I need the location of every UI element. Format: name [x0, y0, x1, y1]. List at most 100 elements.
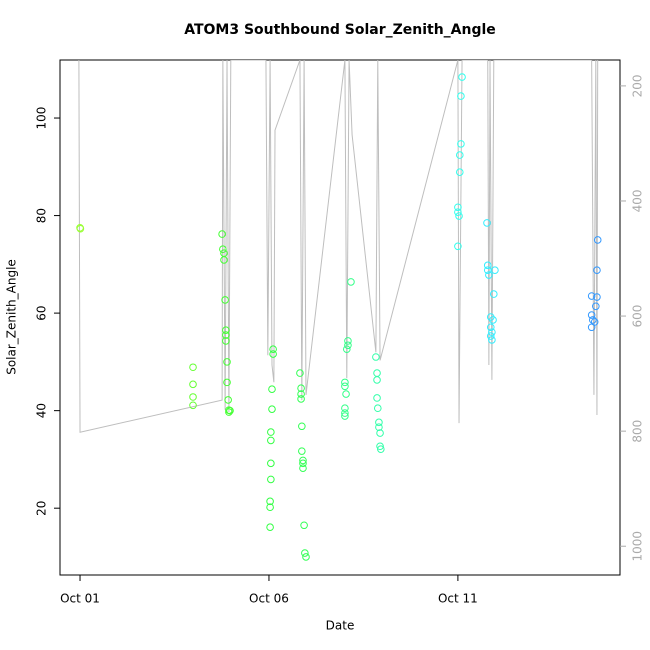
- x-tick-label: Oct 06: [249, 592, 289, 606]
- point: [454, 242, 462, 251]
- point: [455, 212, 463, 220]
- point: [587, 292, 596, 300]
- point: [375, 418, 383, 427]
- point: [222, 326, 230, 334]
- point: [489, 316, 497, 324]
- point: [297, 390, 305, 398]
- point: [268, 405, 276, 413]
- point: [341, 382, 349, 391]
- point: [587, 311, 596, 319]
- point: [489, 290, 498, 298]
- point: [483, 219, 491, 227]
- point: [483, 261, 492, 270]
- point: [267, 475, 275, 484]
- point: [455, 168, 464, 176]
- point: [299, 456, 307, 465]
- y2-tick-label: 200: [631, 74, 645, 97]
- point: [485, 271, 493, 279]
- point: [341, 404, 349, 413]
- point: [344, 337, 352, 345]
- point: [344, 341, 352, 350]
- point: [373, 394, 381, 402]
- point: [224, 396, 232, 404]
- x-axis-label: Date: [326, 619, 355, 633]
- point: [300, 521, 308, 530]
- point: [301, 549, 309, 557]
- point: [299, 464, 307, 472]
- point: [269, 345, 277, 353]
- point: [376, 442, 384, 451]
- point: [267, 436, 275, 445]
- point: [218, 230, 226, 238]
- point: [377, 445, 385, 453]
- y2-tick-label: 400: [631, 190, 645, 213]
- point: [268, 385, 276, 393]
- point: [223, 358, 231, 366]
- point: [372, 353, 380, 361]
- point: [488, 336, 496, 344]
- point: [298, 447, 306, 455]
- point: [266, 497, 274, 506]
- point: [375, 423, 383, 432]
- point: [343, 345, 351, 353]
- point: [341, 409, 349, 417]
- point: [454, 208, 462, 216]
- point: [458, 73, 466, 81]
- point: [267, 459, 275, 468]
- y2-tick-label: 800: [631, 420, 645, 443]
- y2-tick-label: 1000: [631, 531, 645, 562]
- point: [373, 376, 381, 384]
- point: [226, 406, 234, 415]
- point: [225, 408, 233, 416]
- point: [341, 378, 349, 387]
- y-tick-label: 60: [35, 305, 49, 320]
- point: [222, 331, 230, 339]
- point: [296, 369, 304, 377]
- point: [189, 363, 197, 372]
- y-tick-label: 100: [35, 107, 49, 130]
- point: [347, 278, 355, 286]
- point: [593, 236, 602, 244]
- point: [373, 404, 382, 413]
- point: [266, 503, 274, 512]
- point: [223, 378, 231, 387]
- y-tick-label: 20: [35, 501, 49, 516]
- point: [189, 401, 197, 410]
- point: [189, 380, 197, 389]
- point: [588, 316, 597, 324]
- point: [219, 245, 227, 254]
- point: [376, 429, 384, 437]
- point: [297, 395, 305, 403]
- point: [221, 296, 229, 304]
- chart-title: ATOM3 Southbound Solar_Zenith_Angle: [184, 22, 496, 38]
- y-tick-label: 40: [35, 403, 49, 418]
- track-line: [78, 60, 599, 433]
- point: [220, 256, 228, 264]
- point: [593, 266, 601, 274]
- x-tick-label: Oct 11: [438, 592, 478, 606]
- point: [483, 266, 492, 274]
- point: [266, 523, 274, 532]
- point: [76, 224, 85, 233]
- point: [297, 384, 305, 393]
- point: [491, 266, 499, 274]
- y-tick-label: 80: [35, 208, 49, 223]
- x-tick-label: Oct 01: [60, 592, 100, 606]
- point: [298, 422, 306, 431]
- point: [455, 151, 464, 159]
- y-axis-label: Solar_Zenith_Angle: [5, 259, 19, 375]
- point: [457, 92, 465, 100]
- plot-area: [76, 60, 602, 561]
- point: [457, 140, 465, 148]
- point: [269, 350, 277, 358]
- point: [299, 459, 307, 468]
- point: [593, 293, 601, 301]
- plot-box: [59, 59, 621, 576]
- point: [341, 412, 349, 420]
- point: [587, 323, 596, 332]
- y2-tick-label: 600: [631, 305, 645, 328]
- point: [373, 369, 381, 377]
- point: [592, 302, 600, 311]
